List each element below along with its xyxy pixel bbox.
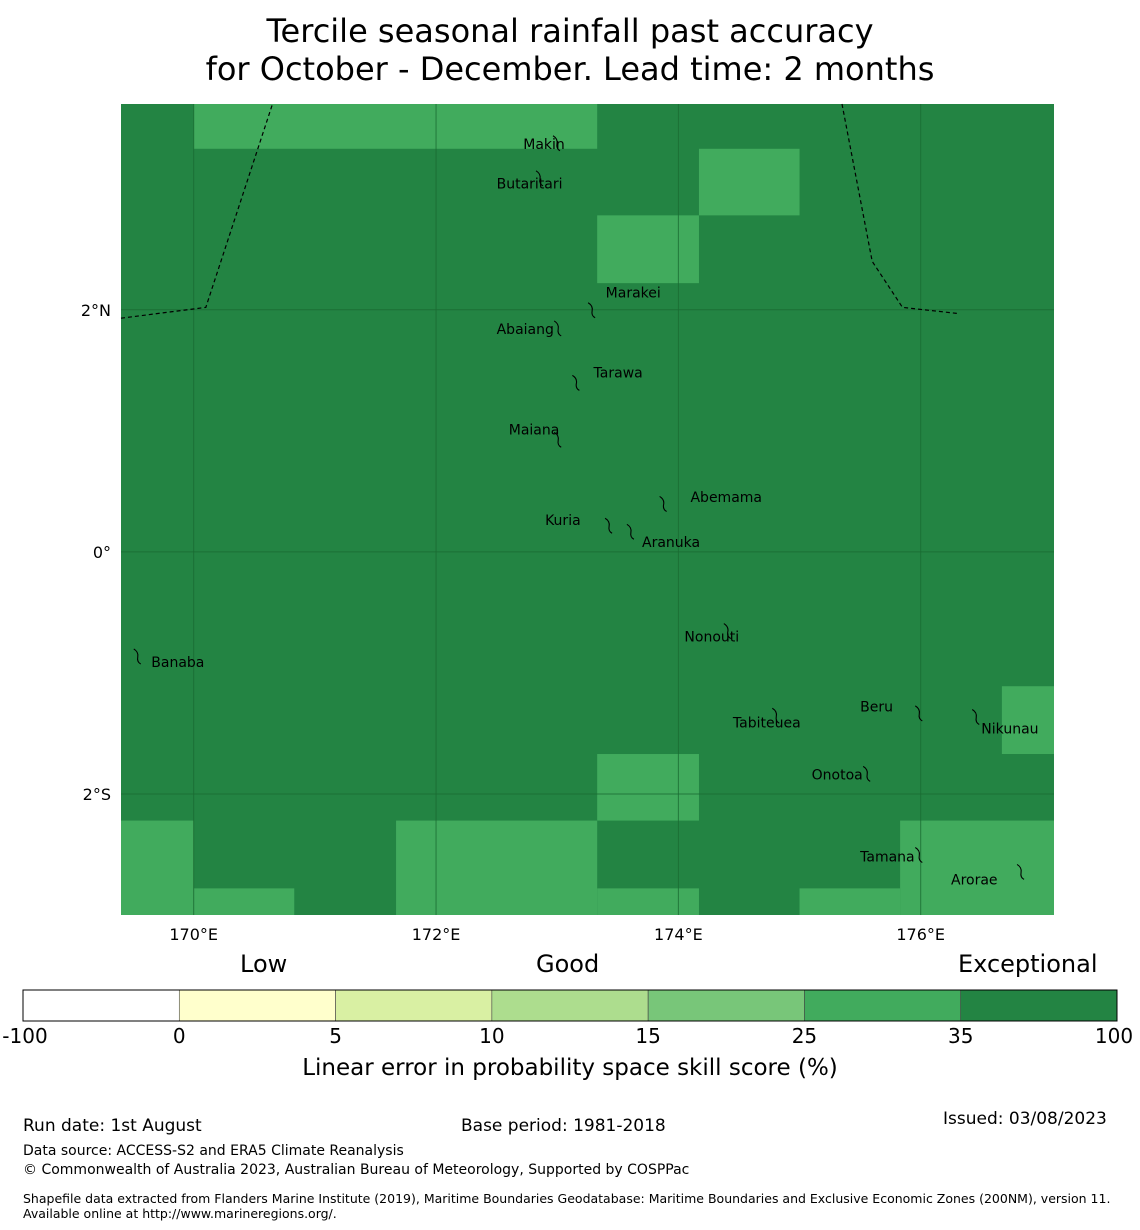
skill-cell bbox=[597, 754, 699, 821]
lon-tick-label: 174°E bbox=[654, 925, 703, 944]
island-label: Tarawa bbox=[593, 366, 643, 382]
island-outline bbox=[659, 495, 667, 512]
island-outline bbox=[914, 705, 923, 722]
island-outline bbox=[552, 135, 561, 152]
skill-cell bbox=[436, 104, 598, 149]
colorbar-swatch bbox=[804, 989, 962, 1022]
colorbar-tick-label: 35 bbox=[947, 1024, 974, 1048]
run-date: Run date: 1st August bbox=[23, 1116, 202, 1136]
island-label: Tabiteuea bbox=[732, 715, 801, 731]
map-background bbox=[121, 104, 1054, 915]
skill-cell bbox=[799, 888, 901, 915]
lon-tick-label: 172°E bbox=[412, 925, 461, 944]
lat-tick-label: 2°S bbox=[83, 785, 111, 804]
colorbar-exceptional-label: Exceptional bbox=[958, 950, 1098, 978]
map-title-line2: for October - December. Lead time: 2 mon… bbox=[205, 50, 935, 88]
colorbar-swatch bbox=[491, 989, 649, 1022]
island-label: Abaiang bbox=[497, 322, 554, 338]
colorbar-swatch bbox=[22, 989, 180, 1022]
island-label: Butaritari bbox=[497, 177, 563, 193]
skill-cell bbox=[597, 215, 699, 284]
skill-cell bbox=[1001, 686, 1054, 755]
colorbar-tick-label: 0 bbox=[172, 1024, 186, 1048]
island-label: Arorae bbox=[951, 873, 998, 889]
island-label: Makin bbox=[523, 137, 565, 153]
island-label: Tamana bbox=[859, 850, 914, 866]
base-period: Base period: 1981-2018 bbox=[461, 1116, 666, 1136]
island-label: Nonouti bbox=[684, 629, 739, 645]
skill-cell bbox=[597, 888, 699, 915]
colorbar-tick-label: 100 bbox=[1094, 1024, 1134, 1048]
skill-cell bbox=[396, 820, 598, 915]
island-outline bbox=[626, 523, 635, 540]
skill-map: Makin Butaritari Marakei Abaiang Tarawa Maian… bbox=[81, 103, 1054, 944]
colorbar-swatch bbox=[178, 989, 336, 1022]
map-title-line1: Tercile seasonal rainfall past accuracy bbox=[266, 12, 874, 50]
eez-boundary bbox=[841, 103, 958, 314]
island-label: Banaba bbox=[151, 655, 204, 671]
island-label: Abemama bbox=[690, 490, 762, 506]
island-outline bbox=[862, 765, 871, 782]
eez-boundary bbox=[120, 103, 274, 319]
colorbar-swatch bbox=[647, 989, 805, 1022]
island-label: Marakei bbox=[606, 286, 661, 302]
copyright: © Commonwealth of Australia 2023, Austra… bbox=[23, 1162, 690, 1178]
island-outline bbox=[553, 320, 562, 337]
colorbar-tick-label: 5 bbox=[329, 1024, 342, 1048]
colorbar-low-label: Low bbox=[240, 950, 288, 978]
colorbar-swatch bbox=[960, 989, 1118, 1022]
island-label: Maiana bbox=[509, 422, 560, 438]
island-outline bbox=[553, 431, 562, 448]
island-outline bbox=[772, 707, 780, 724]
skill-cell bbox=[193, 104, 437, 149]
colorbar-tick-label: -100 bbox=[2, 1024, 48, 1048]
skill-cell bbox=[193, 888, 295, 915]
colorbar-title: Linear error in probability space skill … bbox=[302, 1055, 838, 1081]
colorbar-swatch bbox=[335, 989, 493, 1022]
island-outline bbox=[971, 709, 980, 725]
island-label: Onotoa bbox=[812, 767, 863, 783]
island-label: Kuria bbox=[545, 513, 581, 529]
skill-cell bbox=[698, 148, 800, 216]
colorbar-tick-label: 25 bbox=[791, 1024, 818, 1048]
issued-date: Issued: 03/08/2023 bbox=[943, 1109, 1107, 1129]
skill-cell bbox=[121, 820, 194, 915]
island-outline bbox=[587, 302, 596, 319]
lon-tick-label: 170°E bbox=[169, 925, 218, 944]
island-outline bbox=[572, 374, 580, 391]
colorbar-tick-label: 15 bbox=[635, 1024, 661, 1048]
island-outline bbox=[914, 847, 923, 863]
colorbar-frame bbox=[22, 989, 1118, 1022]
island-outline bbox=[604, 517, 613, 534]
island-outline bbox=[1016, 863, 1025, 880]
island-label: Aranuka bbox=[642, 535, 700, 551]
island-label: Nikunau bbox=[981, 721, 1038, 737]
shapefile-credit: Shapefile data extracted from Flanders M… bbox=[23, 1191, 1111, 1221]
island-outline bbox=[723, 623, 732, 640]
island-outline bbox=[535, 170, 544, 187]
colorbar bbox=[22, 989, 1118, 1022]
lon-tick-label: 176°E bbox=[896, 925, 945, 944]
island-label: Beru bbox=[860, 700, 893, 716]
lat-tick-label: 0° bbox=[93, 543, 111, 562]
colorbar-tick-label: 10 bbox=[479, 1024, 505, 1048]
skill-cell bbox=[900, 820, 1054, 915]
colorbar-good-label: Good bbox=[536, 950, 600, 978]
island-outline bbox=[133, 648, 142, 665]
data-source: Data source: ACCESS-S2 and ERA5 Climate … bbox=[23, 1143, 404, 1159]
lat-tick-label: 2°N bbox=[81, 301, 111, 320]
